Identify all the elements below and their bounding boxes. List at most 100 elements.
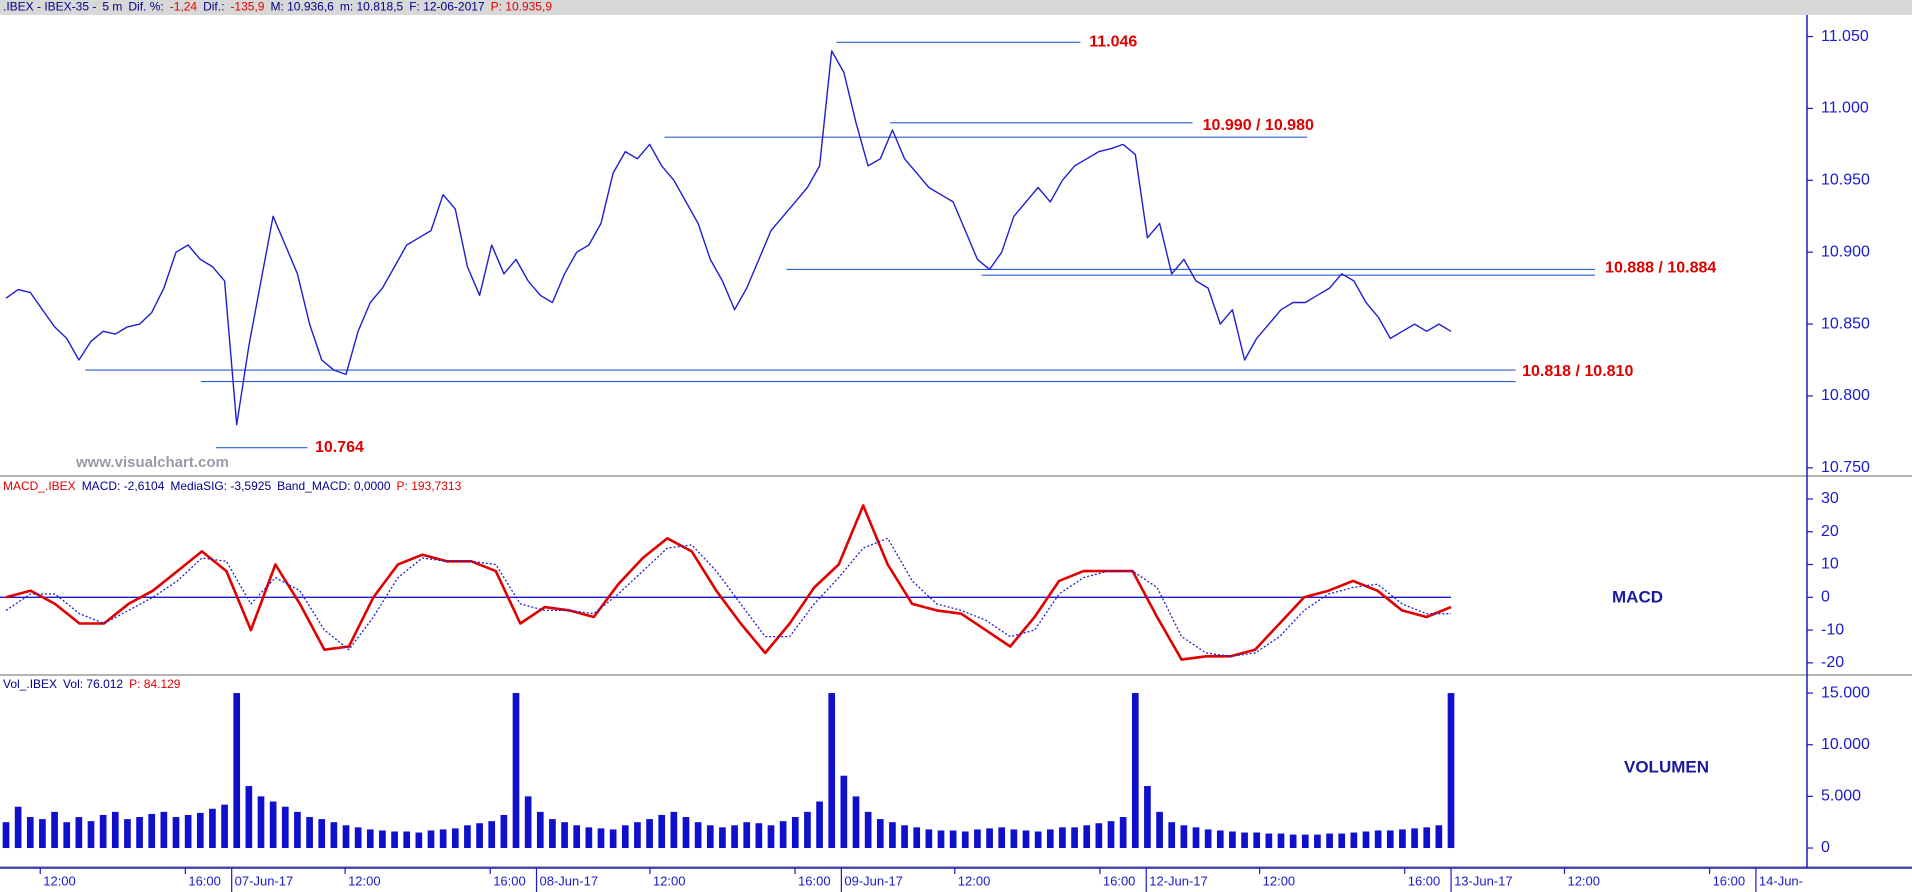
level-label: 10.818 / 10.810 (1522, 363, 1633, 380)
header-item: F: 12-06-2017 (409, 0, 485, 14)
y-tick-label: 10.800 (1821, 387, 1870, 404)
volume-bar (986, 828, 993, 849)
volume-bar (415, 832, 423, 849)
plot-area (5, 41, 1595, 449)
header-item: .IBEX - IBEX-35 - (3, 0, 96, 14)
volume-bar (99, 814, 107, 849)
volume-bar (719, 827, 726, 849)
volume-bar (682, 817, 690, 849)
volume-bar (646, 819, 653, 849)
y-tick-label: -10 (1821, 621, 1844, 638)
volume-bar (828, 693, 836, 849)
volume-bar (1326, 833, 1333, 849)
volume-bar (1386, 830, 1394, 849)
volume-bar (257, 796, 265, 849)
volume-bar (864, 811, 872, 849)
volume-bar (1411, 828, 1418, 849)
volume-bar (1399, 829, 1406, 849)
volume-bar (366, 829, 374, 849)
volume-bar (961, 831, 969, 849)
line-series (5, 537, 1451, 657)
x-tick-label: 16:00 (493, 873, 526, 888)
volume-bar (160, 811, 168, 849)
volume-bar (524, 796, 532, 849)
volume-bar (1071, 827, 1078, 849)
volume-bar (889, 822, 896, 849)
header-item: m: 10.818,5 (340, 0, 404, 14)
volume-bar (148, 813, 156, 849)
volume-bar (1277, 833, 1285, 849)
volume-bar (670, 811, 678, 849)
volume-bar (294, 811, 301, 849)
header-item: MediaSIG: -3,5925 (170, 479, 271, 493)
volume-bar (1156, 811, 1163, 849)
volume-bar (1192, 827, 1200, 849)
x-tick-label: 12:00 (348, 873, 381, 888)
volume-bar (172, 817, 180, 849)
volume-bar (500, 814, 508, 849)
volume-bar (476, 823, 483, 849)
volume-bar (913, 827, 921, 849)
x-tick-label: 16:00 (798, 873, 831, 888)
volume-bar (63, 822, 71, 849)
volume-bar (512, 693, 520, 849)
volume-bar (1119, 817, 1127, 849)
panel-header: .IBEX - IBEX-35 - 5 m Dif. %: -1,24 Dif.: -13… (3, 0, 552, 14)
volume-bar (26, 817, 34, 849)
volume-bar (840, 775, 848, 849)
watermark: www.visualchart.com (75, 454, 229, 471)
volume-bar (1447, 693, 1455, 849)
volume-bar (2, 822, 10, 849)
volume-bar (1204, 829, 1212, 849)
volume-bar (536, 811, 544, 849)
level-label: 10.764 (315, 439, 364, 456)
x-tick-label: 16:00 (1103, 873, 1136, 888)
volume-bar (124, 819, 131, 849)
line-series (5, 504, 1452, 661)
y-tick-label: 15.000 (1821, 684, 1870, 701)
volume-bar (779, 821, 787, 849)
header-item: Dif. %: (128, 0, 163, 14)
volume-bar (330, 822, 338, 849)
header-item: P: 84.129 (129, 677, 181, 691)
x-tick-label: 16:00 (188, 873, 221, 888)
x-tick-label: 14-Jun- (1759, 873, 1803, 888)
header-item: MACD: -2,6104 (82, 479, 165, 493)
volume-bar (743, 822, 751, 849)
volume-bar (1229, 831, 1236, 849)
volume-bar (634, 822, 641, 849)
volume-bar (111, 811, 119, 849)
header-item: P: 10.935,9 (491, 0, 553, 14)
volume-bar (731, 825, 738, 849)
y-tick-label: 0 (1821, 589, 1830, 606)
volume-bar (706, 825, 714, 849)
volume-bar (451, 828, 459, 849)
y-tick-label: 10.900 (1821, 243, 1870, 260)
volume-bar (1180, 825, 1188, 849)
x-tick-label: 12:00 (1567, 873, 1600, 888)
volume-bar (39, 819, 46, 849)
volume-bar (937, 830, 945, 849)
volume-bar (342, 825, 350, 849)
volume-bar (87, 821, 95, 849)
y-tick-label: 10.850 (1821, 315, 1870, 332)
volume-bar (1046, 829, 1054, 849)
volume-bar (1362, 831, 1370, 849)
panel-header: MACD_.IBEX MACD: -2,6104 MediaSIG: -3,5925… (3, 479, 462, 493)
y-tick-label: 10.950 (1821, 172, 1870, 189)
volume-bar (1350, 832, 1358, 849)
volume-bar (1423, 827, 1431, 849)
header-item: Vol_.IBEX (3, 677, 57, 691)
panel-label: MACD (1612, 587, 1663, 606)
x-tick-label: 12-Jun-17 (1149, 873, 1208, 888)
top-bar (0, 0, 1912, 15)
x-tick-label: 16:00 (1713, 873, 1746, 888)
panel-header: Vol_.IBEX Vol: 76.012 P: 84.129 (3, 677, 181, 691)
volume-bar (1059, 827, 1066, 849)
volume-bar (1265, 833, 1273, 849)
header-item: -1,24 (170, 0, 198, 14)
volume-bar (1022, 830, 1030, 849)
volume-bar (281, 806, 289, 849)
